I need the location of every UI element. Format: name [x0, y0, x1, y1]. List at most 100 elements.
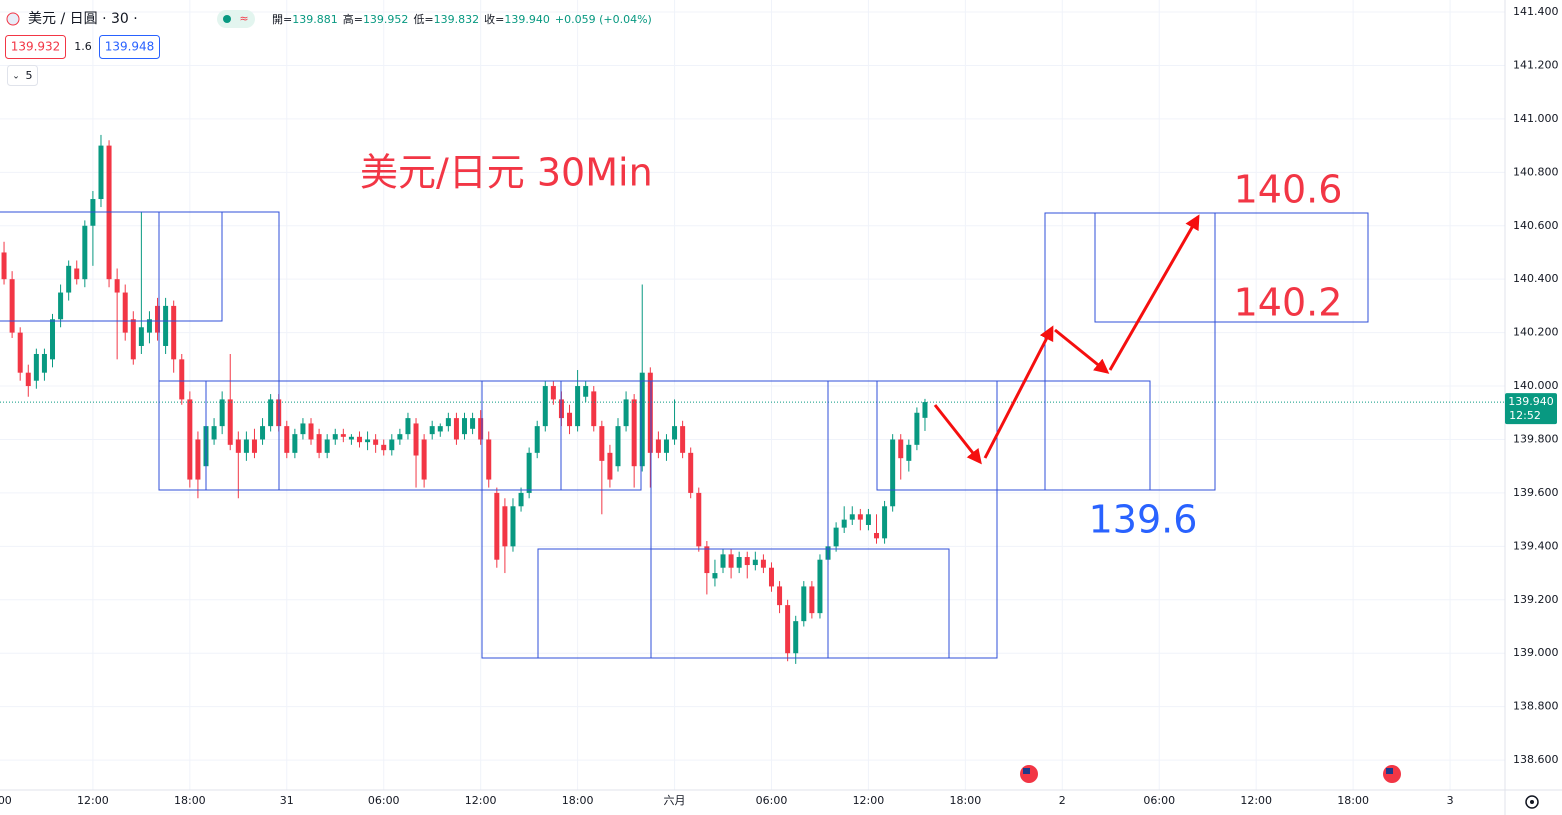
- x-tick-label: 06:00: [1143, 794, 1175, 807]
- legend-label: 低=: [413, 13, 433, 26]
- candle-body: [623, 399, 629, 427]
- candle-body: [478, 418, 484, 440]
- symbol-icon: [6, 12, 20, 26]
- candle-body: [655, 439, 661, 453]
- x-tick-label: 2: [1059, 794, 1066, 807]
- candle-body: [365, 439, 371, 443]
- x-tick-label: 18:00: [174, 794, 206, 807]
- bid-price[interactable]: 139.932: [11, 40, 61, 54]
- sell-button[interactable]: [5, 35, 66, 59]
- range-box: [0, 211, 223, 322]
- x-tick-label: 06:00: [368, 794, 400, 807]
- x-tick-label: 31: [280, 794, 294, 807]
- candle-body: [405, 418, 411, 435]
- candle-body: [857, 514, 863, 520]
- candle-body: [890, 439, 896, 507]
- x-tick-label: 六月: [664, 794, 686, 807]
- candle-body: [502, 506, 508, 547]
- candle-body: [171, 305, 177, 360]
- event-flag: [1386, 768, 1393, 774]
- candle-body: [227, 399, 233, 445]
- candle-body: [138, 327, 144, 346]
- y-tick-label: 140.600: [1513, 219, 1559, 232]
- buy-button[interactable]: [99, 35, 160, 59]
- y-tick-label: 139.400: [1513, 539, 1559, 552]
- candle-body: [736, 557, 742, 568]
- x-tick-label: 12:00: [853, 794, 885, 807]
- y-tick-label: 141.200: [1513, 58, 1559, 71]
- candle-body: [518, 492, 524, 507]
- range-box: [158, 211, 280, 491]
- candle-body: [494, 492, 500, 560]
- legend-value: 139.832: [434, 13, 480, 26]
- candle-body: [914, 412, 920, 445]
- candle-body: [211, 426, 217, 440]
- candle-body: [696, 492, 702, 547]
- arrow: [933, 404, 982, 465]
- arrow: [1054, 328, 1110, 374]
- candle-body: [874, 532, 880, 539]
- candle-body: [33, 353, 39, 381]
- candle-body: [251, 439, 257, 453]
- candle-body: [187, 399, 193, 480]
- candle-body: [720, 554, 726, 568]
- chevron-icon[interactable]: ⌄: [12, 72, 20, 82]
- candle-body: [25, 372, 31, 387]
- legend-value: 139.940: [504, 13, 550, 26]
- candle-body: [631, 399, 637, 467]
- candle-body: [841, 519, 847, 528]
- indicator-count[interactable]: 5: [26, 69, 33, 82]
- x-tick-label: 18:00: [950, 794, 982, 807]
- candle-body: [688, 452, 694, 493]
- candle-body: [752, 559, 758, 566]
- indicator-toggle[interactable]: [7, 65, 38, 86]
- candle-body: [922, 402, 928, 418]
- candle-body: [356, 436, 362, 443]
- candle-body: [567, 412, 573, 427]
- candle-body: [849, 514, 855, 520]
- drawings: [0, 211, 1369, 659]
- legend-label: 高=: [343, 12, 363, 26]
- candle-body: [470, 418, 476, 429]
- candle-body: [575, 386, 581, 427]
- candle-body: [550, 386, 556, 400]
- candle-body: [542, 386, 548, 427]
- ask-price[interactable]: 139.948: [105, 40, 155, 54]
- settings-button[interactable]: [1525, 795, 1539, 809]
- candle-body: [882, 506, 888, 539]
- arrow: [983, 325, 1054, 459]
- candle-body: [9, 279, 15, 333]
- candle-body: [833, 527, 839, 547]
- candle-body: [437, 426, 443, 432]
- candle-body: [316, 434, 322, 453]
- candle-body: [243, 439, 249, 453]
- candle-body: [235, 439, 241, 453]
- candle-body: [195, 439, 201, 480]
- annotation: 140.2: [1234, 281, 1343, 325]
- symbol[interactable]: 美元 / 日圓 · 30 ·: [28, 11, 138, 27]
- status-icon: ≈: [239, 12, 248, 25]
- candle-body: [768, 567, 774, 587]
- candle-body: [599, 426, 605, 461]
- candle-body: [219, 399, 225, 427]
- y-tick-label: 139.800: [1513, 432, 1559, 445]
- candle-body: [58, 292, 64, 320]
- legend-label: 開=: [272, 13, 292, 26]
- candle-body: [340, 434, 346, 437]
- y-tick-label: 140.400: [1513, 272, 1559, 285]
- range-box: [876, 380, 1151, 491]
- candle-body: [809, 586, 815, 614]
- candle-body: [647, 372, 653, 453]
- settings-button: [1530, 800, 1534, 804]
- y-tick-label: 140.200: [1513, 326, 1559, 339]
- range-box: [205, 380, 642, 491]
- annotation: 139.6: [1089, 498, 1198, 542]
- candle-body: [462, 418, 468, 435]
- candle-body: [744, 557, 750, 566]
- candle-body: [74, 268, 80, 280]
- candle-body: [865, 514, 871, 525]
- candle-body: [591, 391, 597, 427]
- market-status: [223, 15, 231, 23]
- candle-body: [680, 426, 686, 453]
